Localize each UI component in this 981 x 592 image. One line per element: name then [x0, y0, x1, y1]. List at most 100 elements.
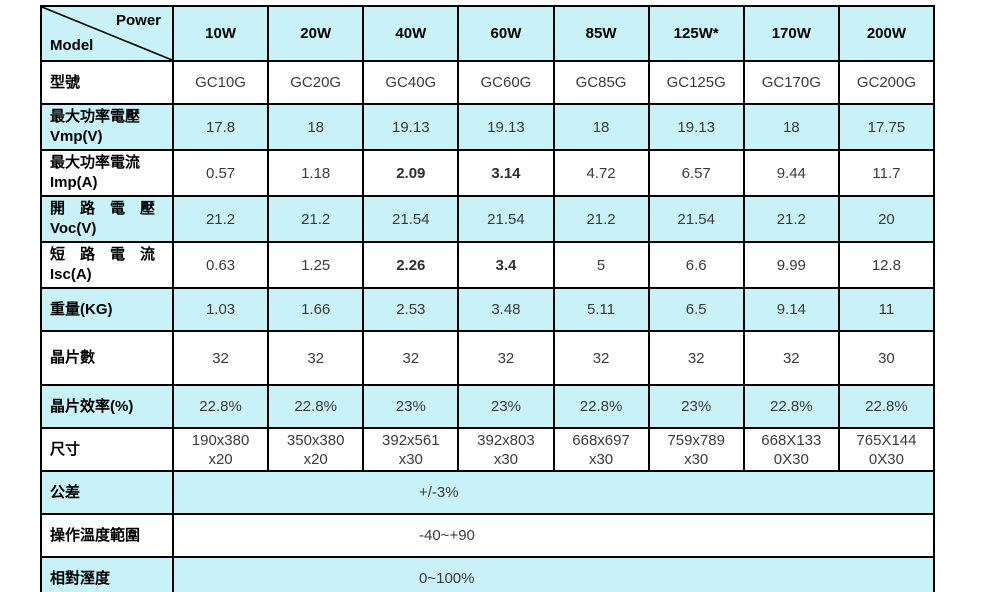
cell-max-power-current-20W: 1.18: [267, 149, 365, 197]
cell-max-power-current-60W: 3.14: [457, 149, 555, 197]
cell-max-power-voltage-20W: 18: [267, 103, 365, 151]
cell-cell-efficiency-20W: 22.8%: [267, 384, 365, 429]
cell-open-circuit-voltage-40W: 21.54: [362, 195, 460, 243]
row-dimensions: 尺寸 190x380 x20 350x380 x20 392x561 x30 392x8…: [40, 427, 936, 472]
cell-cell-count-170W: 32: [742, 330, 840, 386]
solar-panel-spec-table: Power Model 10W 20W 40W 60W 85W 125W* 170W 200W…: [40, 5, 936, 592]
row-label-relative-humidity: 相對溼度: [40, 556, 174, 592]
row-label-weight: 重量(KG): [40, 287, 174, 332]
corner-cell: Power Model: [40, 5, 174, 62]
row-weight: 重量(KG) 1.03 1.66 2.53 3.48 5.11 6.5 9.14 11: [40, 287, 936, 332]
cell-weight-125W-star: 6.5: [647, 287, 745, 332]
cell-dimensions-125W-star: 759x789 x30: [647, 427, 745, 472]
cell-weight-20W: 1.66: [267, 287, 365, 332]
cell-model-number-170W: GC170G: [742, 60, 840, 105]
row-label-dimensions: 尺寸: [40, 427, 174, 472]
cell-short-circuit-current-85W: 5: [552, 241, 650, 289]
cell-max-power-voltage-125W-star: 19.13: [647, 103, 745, 151]
cell-model-number-40W: GC40G: [362, 60, 460, 105]
row-label-open-circuit-voltage: 開 路 電 壓 Voc(V): [40, 195, 174, 243]
cell-cell-count-40W: 32: [362, 330, 460, 386]
row-open-circuit-voltage: 開 路 電 壓 Voc(V) 21.2 21.2 21.54 21.54 21.2 21.5…: [40, 195, 936, 243]
cell-dimensions-20W: 350x380 x20: [267, 427, 365, 472]
row-model-number: 型號 GC10G GC20G GC40G GC60G GC85G GC125G GC170G G…: [40, 60, 936, 105]
cell-max-power-current-10W: 0.57: [171, 149, 270, 197]
cell-weight-10W: 1.03: [171, 287, 270, 332]
column-header-85W: 85W: [552, 5, 650, 62]
merged-value-relative-humidity: 0~100%: [172, 556, 935, 592]
row-cell-count: 晶片數 32 32 32 32 32 32 32 30: [40, 330, 936, 386]
cell-short-circuit-current-125W-star: 6.6: [647, 241, 745, 289]
column-header-125W-star: 125W*: [647, 5, 745, 62]
merged-value-operating-temperature: -40~+90: [172, 513, 935, 558]
cell-short-circuit-current-10W: 0.63: [171, 241, 270, 289]
cell-cell-efficiency-125W-star: 23%: [647, 384, 745, 429]
cell-open-circuit-voltage-60W: 21.54: [457, 195, 555, 243]
cell-max-power-current-125W-star: 6.57: [647, 149, 745, 197]
cell-max-power-voltage-60W: 19.13: [457, 103, 555, 151]
cell-max-power-current-85W: 4.72: [552, 149, 650, 197]
row-max-power-voltage: 最大功率電壓 Vmp(V) 17.8 18 19.13 19.13 18 19.13 18 17…: [40, 103, 936, 151]
diagonal-line-icon: [42, 7, 172, 60]
cell-cell-count-60W: 32: [457, 330, 555, 386]
cell-model-number-85W: GC85G: [552, 60, 650, 105]
column-header-60W: 60W: [457, 5, 555, 62]
cell-short-circuit-current-60W: 3.4: [457, 241, 555, 289]
merged-value-tolerance: +/-3%: [172, 470, 935, 515]
row-label-model-number: 型號: [40, 60, 174, 105]
cell-max-power-current-170W: 9.44: [742, 149, 840, 197]
cell-dimensions-10W: 190x380 x20: [171, 427, 270, 472]
column-header-40W: 40W: [362, 5, 460, 62]
cell-short-circuit-current-20W: 1.25: [267, 241, 365, 289]
column-header-10W: 10W: [171, 5, 270, 62]
row-short-circuit-current: 短 路 電 流 Isc(A) 0.63 1.25 2.26 3.4 5 6.6 9.99 12.…: [40, 241, 936, 289]
row-label-short-circuit-current: 短 路 電 流 Isc(A): [40, 241, 174, 289]
cell-weight-85W: 5.11: [552, 287, 650, 332]
cell-dimensions-85W: 668x697 x30: [552, 427, 650, 472]
cell-model-number-200W: GC200G: [837, 60, 936, 105]
cell-weight-170W: 9.14: [742, 287, 840, 332]
row-label-max-power-current: 最大功率電流 Imp(A): [40, 149, 174, 197]
cell-dimensions-40W: 392x561 x30: [362, 427, 460, 472]
cell-max-power-voltage-40W: 19.13: [362, 103, 460, 151]
cell-model-number-20W: GC20G: [267, 60, 365, 105]
cell-cell-efficiency-60W: 23%: [457, 384, 555, 429]
cell-open-circuit-voltage-125W-star: 21.54: [647, 195, 745, 243]
cell-max-power-voltage-10W: 17.8: [171, 103, 270, 151]
row-cell-efficiency: 晶片效率(%) 22.8% 22.8% 23% 23% 22.8% 23% 22.8% 22.8…: [40, 384, 936, 429]
row-max-power-current: 最大功率電流 Imp(A) 0.57 1.18 2.09 3.14 4.72 6.57 9.4…: [40, 149, 936, 197]
row-label-operating-temperature: 操作溫度範圍: [40, 513, 174, 558]
cell-open-circuit-voltage-200W: 20: [837, 195, 936, 243]
cell-weight-60W: 3.48: [457, 287, 555, 332]
cell-cell-efficiency-40W: 23%: [362, 384, 460, 429]
cell-cell-count-200W: 30: [837, 330, 936, 386]
cell-dimensions-170W: 668X133 0X30: [742, 427, 840, 472]
row-label-tolerance: 公差: [40, 470, 174, 515]
cell-model-number-125W-star: GC125G: [647, 60, 745, 105]
cell-max-power-current-200W: 11.7: [837, 149, 936, 197]
row-label-max-power-voltage: 最大功率電壓 Vmp(V): [40, 103, 174, 151]
cell-max-power-voltage-200W: 17.75: [837, 103, 936, 151]
cell-max-power-current-40W: 2.09: [362, 149, 460, 197]
cell-max-power-voltage-85W: 18: [552, 103, 650, 151]
cell-open-circuit-voltage-20W: 21.2: [267, 195, 365, 243]
row-relative-humidity: 相對溼度 0~100%: [40, 556, 935, 592]
cell-cell-efficiency-170W: 22.8%: [742, 384, 840, 429]
row-label-cell-count: 晶片數: [40, 330, 174, 386]
cell-model-number-10W: GC10G: [171, 60, 270, 105]
column-header-170W: 170W: [742, 5, 840, 62]
cell-open-circuit-voltage-10W: 21.2: [171, 195, 270, 243]
corner-model-label: Model: [50, 37, 94, 54]
cell-dimensions-60W: 392x803 x30: [457, 427, 555, 472]
cell-open-circuit-voltage-85W: 21.2: [552, 195, 650, 243]
cell-max-power-voltage-170W: 18: [742, 103, 840, 151]
cell-cell-efficiency-200W: 22.8%: [837, 384, 936, 429]
row-tolerance: 公差 +/-3%: [40, 470, 935, 515]
cell-cell-count-85W: 32: [552, 330, 650, 386]
cell-weight-200W: 11: [837, 287, 936, 332]
cell-open-circuit-voltage-170W: 21.2: [742, 195, 840, 243]
row-label-cell-efficiency: 晶片效率(%): [40, 384, 174, 429]
cell-cell-efficiency-10W: 22.8%: [171, 384, 270, 429]
cell-short-circuit-current-200W: 12.8: [837, 241, 936, 289]
